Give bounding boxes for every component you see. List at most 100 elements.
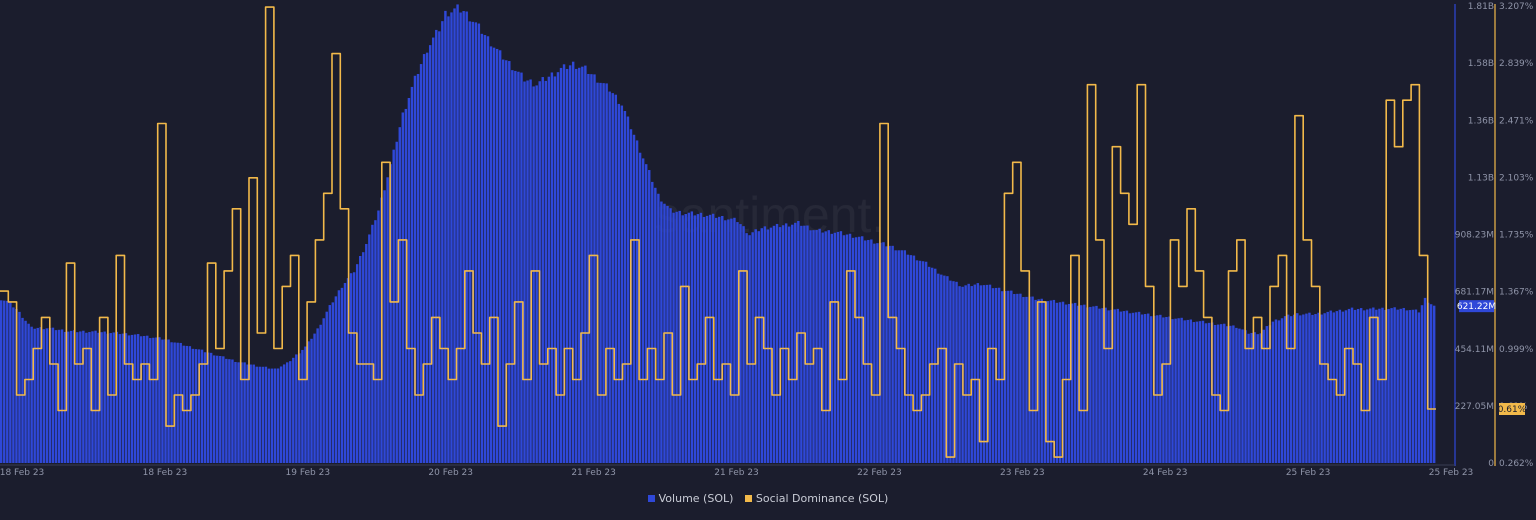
volume-bar [349, 273, 353, 463]
volume-bar [1347, 308, 1351, 463]
volume-bar [806, 225, 809, 463]
volume-bar [407, 97, 411, 464]
volume-bar [1387, 308, 1390, 463]
volume-bar [985, 284, 989, 463]
volume-bar [742, 226, 745, 463]
volume-bar [149, 338, 152, 463]
volume-bar [1372, 307, 1375, 463]
x-axis-tick: 18 Feb 23 [0, 468, 44, 478]
volume-bar [3, 300, 6, 463]
volume-bar [1417, 312, 1421, 463]
volume-bar [319, 324, 322, 463]
legend-swatch-volume [647, 495, 655, 502]
volume-bar [514, 70, 517, 464]
left-axis-tick: 454.11M [1455, 345, 1494, 355]
volume-bar [1229, 325, 1232, 463]
volume-bar [626, 116, 630, 463]
volume-bar [638, 152, 642, 464]
volume-bar [958, 286, 961, 463]
volume-bar [1083, 304, 1086, 463]
volume-bar [322, 318, 325, 463]
volume-bar [146, 335, 149, 463]
volume-bar [410, 86, 414, 464]
volume-bar [599, 82, 602, 463]
volume-bar [1037, 299, 1040, 463]
volume-bar [991, 288, 995, 463]
volume-bar [623, 110, 627, 464]
volume-bar [924, 261, 928, 463]
volume-bar [821, 232, 824, 463]
volume-bar [839, 231, 843, 463]
volume-bar [9, 302, 12, 463]
volume-bar [657, 193, 660, 463]
volume-bar [900, 250, 903, 463]
volume-bar [781, 225, 785, 463]
volume-bar [949, 280, 952, 463]
volume-bar [127, 335, 131, 463]
volume-bar [1332, 312, 1335, 463]
volume-bar [660, 201, 663, 463]
right-axis-tick: 2.103% [1499, 173, 1534, 183]
legend-label-volume: Volume (SOL) [658, 492, 734, 505]
volume-bar [66, 331, 70, 463]
x-axis-tick: 18 Feb 23 [143, 468, 188, 478]
volume-bar [1186, 319, 1189, 463]
volume-bar [575, 68, 578, 463]
volume-bar [419, 64, 423, 463]
volume-bar [602, 83, 605, 463]
volume-bar [1177, 318, 1180, 463]
volume-bar [54, 330, 58, 463]
volume-bar [696, 214, 700, 463]
volume-bar [295, 354, 298, 463]
volume-bar [1405, 310, 1409, 463]
volume-bar [614, 94, 617, 463]
volume-bar [304, 346, 307, 463]
volume-bar [1286, 314, 1290, 463]
volume-bar [1040, 298, 1043, 463]
volume-bar [1302, 314, 1305, 463]
volume-bar [906, 254, 910, 463]
volume-bar [854, 237, 858, 463]
volume-bar [100, 332, 103, 463]
volume-bar [1052, 299, 1056, 463]
volume-bar [584, 65, 587, 463]
volume-bar [206, 352, 210, 463]
volume-bar [383, 190, 386, 463]
volume-last-value-badge [1459, 300, 1494, 313]
volume-bar [1110, 309, 1113, 463]
volume-bar [921, 261, 925, 463]
volume-bar [897, 250, 900, 463]
volume-bar [1247, 333, 1250, 463]
volume-bar [368, 234, 371, 463]
volume-bar [1341, 311, 1345, 463]
volume-bar [1226, 326, 1229, 463]
volume-bar [526, 80, 529, 463]
volume-bar [851, 237, 855, 463]
legend-item-volume[interactable]: Volume (SOL) [647, 492, 734, 505]
volume-bar [492, 47, 496, 464]
x-axis-tick: 21 Feb 23 [714, 468, 759, 478]
volume-bar [176, 342, 179, 463]
legend-item-social-dominance[interactable]: Social Dominance (SOL) [744, 492, 888, 505]
volume-bar [307, 341, 310, 463]
volume-bar [228, 359, 231, 463]
volume-bar [857, 236, 861, 463]
volume-bar [1280, 318, 1284, 463]
volume-bar [1095, 305, 1098, 463]
volume-bar [270, 368, 274, 463]
volume-bar [63, 331, 67, 463]
volume-bar [867, 239, 870, 463]
volume-bar [103, 331, 106, 463]
volume-bar [1271, 321, 1275, 463]
volume-bar [1070, 303, 1074, 463]
volume-bar [197, 349, 201, 463]
volume-bar [827, 230, 830, 463]
volume-bar [112, 332, 115, 463]
volume-bar [76, 332, 79, 463]
volume-bar [559, 67, 563, 463]
right-axis-tick: 1.367% [1499, 288, 1534, 298]
volume-bar [675, 211, 678, 463]
volume-bar [535, 85, 538, 463]
volume-bar [69, 330, 73, 463]
volume-bar [1320, 314, 1323, 463]
